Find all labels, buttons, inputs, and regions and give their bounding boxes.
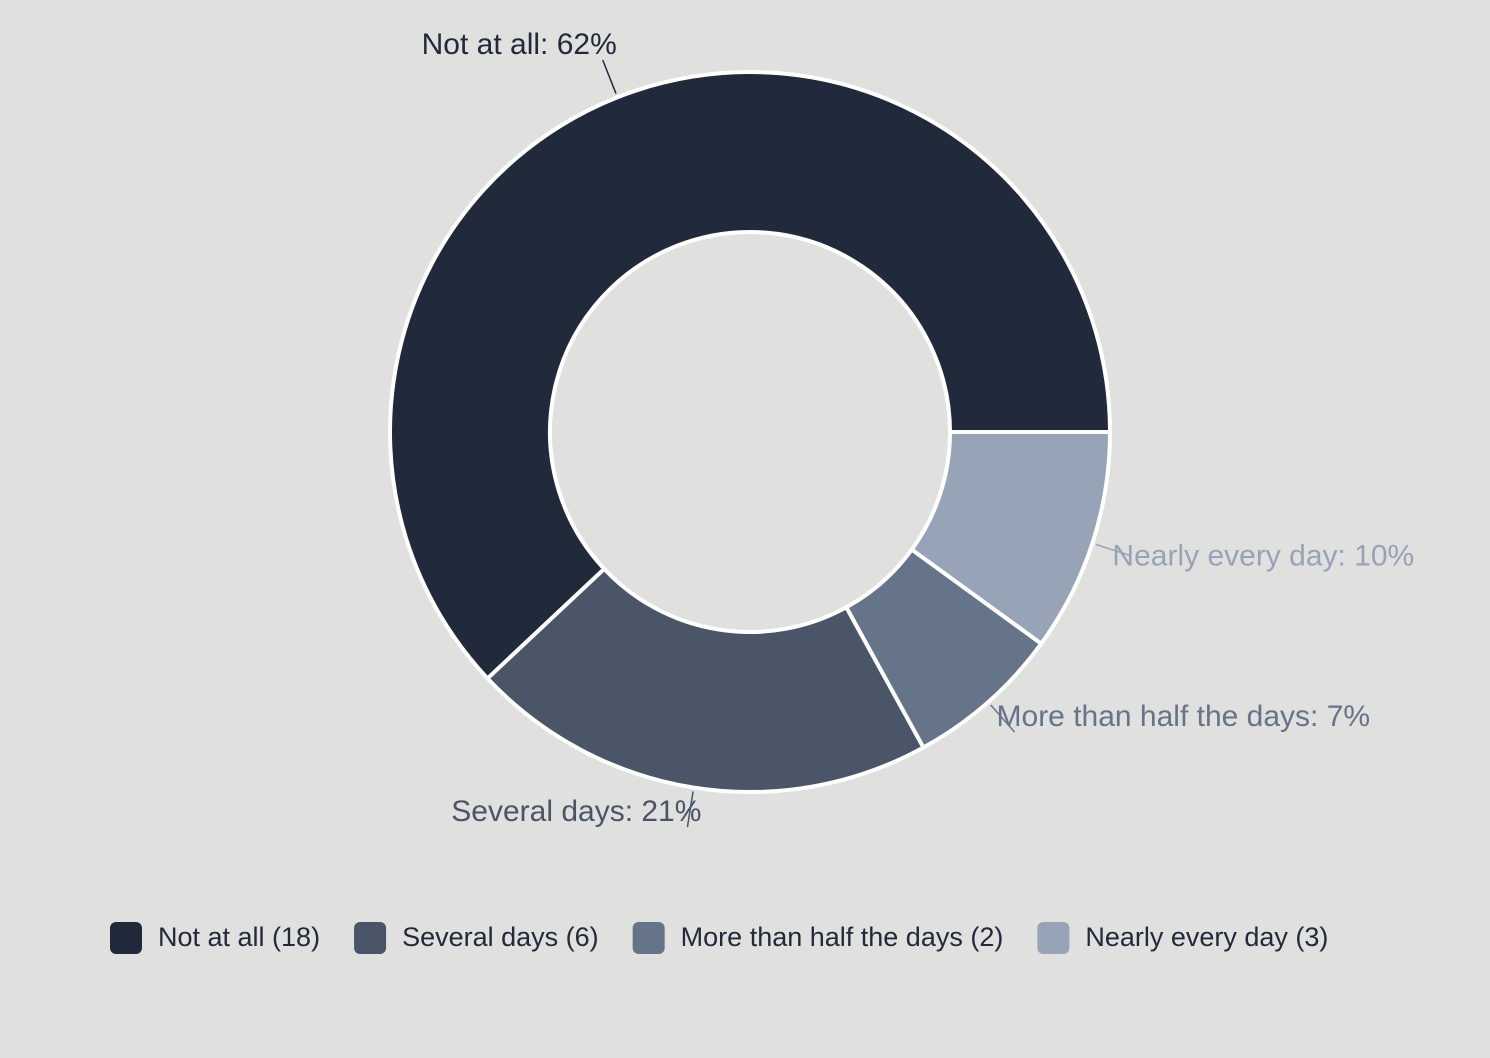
legend-label: Not at all (18) (158, 922, 320, 952)
leader-line (686, 791, 694, 828)
leader-line (602, 59, 617, 94)
slice-label: More than half the days: 7% (997, 700, 1371, 733)
legend-label: More than half the days (2) (681, 922, 1004, 952)
leader-line (1095, 543, 1131, 557)
slice-label: Nearly every day: 10% (1112, 540, 1414, 573)
legend-label: Several days (6) (402, 922, 599, 952)
donut-slice (484, 566, 927, 794)
donut-slice (909, 430, 1113, 647)
legend-swatch (354, 922, 387, 954)
donut-slice (388, 70, 1113, 682)
slice-label: Not at all: 62% (422, 28, 617, 61)
leader-line (990, 704, 1016, 733)
slice-label: Several days: 21% (451, 795, 701, 828)
legend-swatch (110, 922, 142, 954)
legend-label: Nearly every day (3) (1085, 922, 1328, 952)
legend-swatch (632, 922, 665, 954)
legend-swatch (1037, 922, 1070, 954)
